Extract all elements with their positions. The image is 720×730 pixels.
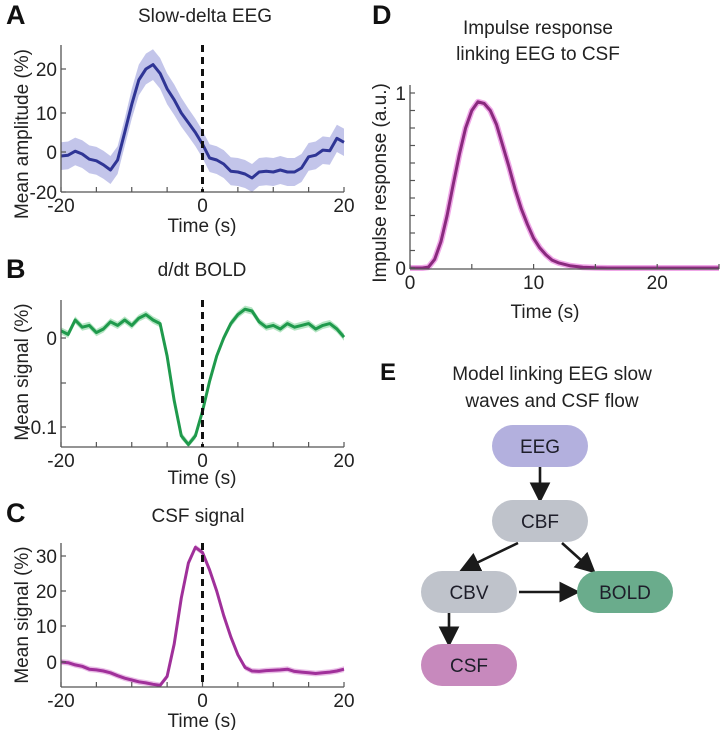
chart-title-d-line-1: Impulse response <box>463 18 613 39</box>
node-cbv: CBV <box>421 571 517 613</box>
diagram-title-line-2: waves and CSF flow <box>464 391 638 412</box>
x-axis-label-d: Time (s) <box>511 302 580 323</box>
edge-cbf-to-bold <box>561 542 596 574</box>
y-tick-label-d: 1 <box>395 84 406 105</box>
plot-area-a: -20 0 20 -20 0 10 20 <box>30 45 355 217</box>
panel-a-slow-delta-eeg: A Slow-delta EEG Time (s) Mean amplitude… <box>6 0 355 237</box>
panel-d-impulse-response: D Impulse response linking EEG to CSF Ti… <box>370 0 720 323</box>
panel-c-csf-signal: C CSF signal Time (s) Mean signal (%) -2… <box>6 498 355 730</box>
y-tick-label-b: 0 <box>46 329 57 350</box>
chart-title-b: d/dt BOLD <box>158 260 247 281</box>
x-tick-label-c: 0 <box>197 691 208 712</box>
chart-title-c: CSF signal <box>152 506 245 527</box>
node-shape-eeg <box>492 425 588 467</box>
x-tick-label-a: 0 <box>197 196 208 217</box>
diagram-title-line-1: Model linking EEG slow <box>452 364 652 385</box>
x-tick-label-d: 10 <box>523 273 544 294</box>
panel-letter-e: E <box>380 359 396 386</box>
panel-b-ddt-bold: B d/dt BOLD Mean signal (%) -20 0 20-0.10T… <box>6 254 355 489</box>
data-line-d <box>410 100 719 270</box>
x-tick-label-c: -20 <box>47 691 74 712</box>
x-tick-label-c: 20 <box>333 691 354 712</box>
y-tick-label-c: 20 <box>36 582 57 603</box>
panel-letter-a: A <box>6 0 26 30</box>
y-tick-label-a: 20 <box>36 60 57 81</box>
y-tick-label-b: -0.1 <box>24 418 57 439</box>
x-axis-label-c: Time (s) <box>168 711 237 730</box>
y-axis-label-a: Mean amplitude (%) <box>12 49 33 219</box>
chart-title-a: Slow-delta EEG <box>138 6 272 27</box>
y-tick-label-c: 30 <box>36 547 57 568</box>
y-axis-label-d: Impulse response (a.u.) <box>370 83 391 283</box>
node-label-cbv: CBV <box>449 583 488 604</box>
node-eeg: EEG <box>492 425 588 467</box>
node-csf: CSF <box>421 644 517 686</box>
y-tick-label-c: 0 <box>46 653 57 674</box>
x-tick-label-a: -20 <box>47 196 74 217</box>
plot-area-d: 0 10 20 0 1 <box>395 84 720 294</box>
x-tick-label-b: -20 <box>47 451 74 472</box>
x-tick-label-d: 0 <box>405 273 416 294</box>
x-tick-label-a: 20 <box>333 196 354 217</box>
node-cbf: CBF <box>492 500 588 542</box>
edge-cbf-to-cbv <box>459 541 519 572</box>
chart-title-d-line-2: linking EEG to CSF <box>456 44 620 65</box>
x-tick-label-b: 0 <box>197 451 208 472</box>
x-tick-label-d: 20 <box>647 273 668 294</box>
y-tick-label-a: -20 <box>30 183 57 204</box>
x-axis-label-b: Time (s) <box>168 468 237 489</box>
panel-letter-b: B <box>6 254 26 284</box>
y-tick-label-a: 0 <box>46 143 57 164</box>
panel-letter-c: C <box>6 498 26 528</box>
data-line-c <box>60 545 345 687</box>
y-tick-label-a: 10 <box>36 104 57 125</box>
plot-area-c: -20 0 20 0 10 20 30 <box>36 543 355 712</box>
node-label-cbf: CBF <box>521 512 559 533</box>
panel-letter-d: D <box>372 0 392 30</box>
node-bold: BOLD <box>577 571 673 613</box>
y-axis-label-b: Mean signal (%) <box>12 303 33 440</box>
diagram-edges <box>438 467 596 648</box>
node-label-eeg: EEG <box>520 437 560 458</box>
node-shape-bold <box>577 571 673 613</box>
y-tick-label-c: 10 <box>36 617 57 638</box>
node-shape-cbv <box>421 571 517 613</box>
node-shape-cbf <box>492 500 588 542</box>
y-tick-label-d: 0 <box>395 259 406 280</box>
diagram-nodes: EEG CBF CBV BOLD CSF <box>421 425 673 686</box>
x-tick-label-b: 20 <box>333 451 354 472</box>
panel-e-model-diagram: E Model linking EEG slow waves and CSF f… <box>380 359 673 686</box>
y-axis-label-c: Mean signal (%) <box>12 546 33 683</box>
x-axis-label-a: Time (s) <box>168 216 237 237</box>
node-shape-csf <box>421 644 517 686</box>
line-glow-d <box>410 98 719 271</box>
node-label-bold: BOLD <box>599 583 651 604</box>
node-label-csf: CSF <box>450 656 488 677</box>
